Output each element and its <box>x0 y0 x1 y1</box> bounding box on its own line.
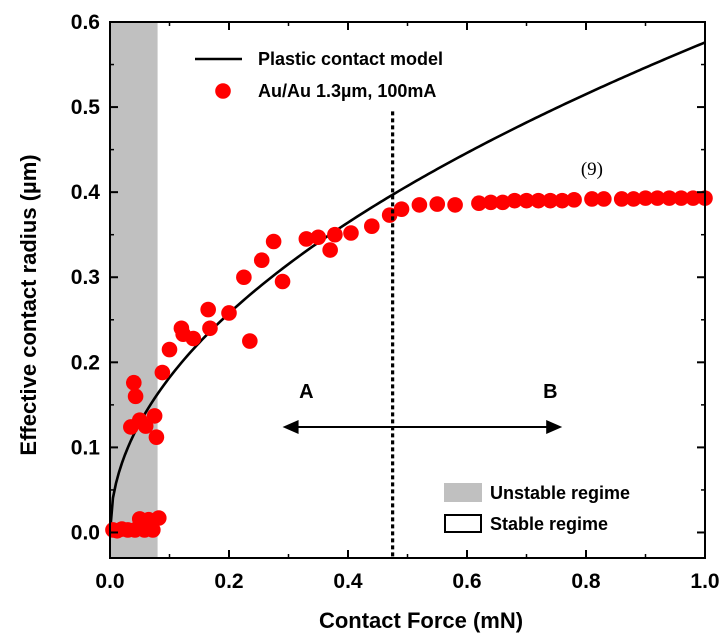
data-point <box>148 429 165 445</box>
x-tick-label: 0.0 <box>95 570 124 593</box>
x-tick-label: 0.6 <box>452 570 481 593</box>
y-tick-label: 0.2 <box>71 351 100 374</box>
data-point <box>649 190 666 206</box>
legend: Plastic contact model Au/Au 1.3µm, 100mA <box>195 49 443 101</box>
data-point <box>154 364 171 381</box>
data-point <box>625 191 642 207</box>
data-point <box>161 341 178 358</box>
y-tick-label: 0.3 <box>71 266 100 289</box>
data-point <box>506 192 523 209</box>
data-point <box>274 273 291 290</box>
annotation-equation-ref: (9) <box>581 159 603 180</box>
axes-layer: 0.0 0.2 0.4 0.6 0.8 1.0 0.0 0.1 0.2 0.3 0.4 0.5 0.6 <box>71 11 720 593</box>
annotation-layer: A B (9) <box>282 111 603 558</box>
legend-label-data: Au/Au 1.3µm, 100mA <box>258 81 436 101</box>
data-point <box>364 218 380 234</box>
points-layer <box>105 190 713 539</box>
annotation-a: A <box>299 381 313 403</box>
data-point <box>447 197 463 213</box>
data-point <box>185 330 202 347</box>
data-point <box>494 194 511 211</box>
data-point <box>327 226 343 243</box>
data-point <box>483 194 499 211</box>
legend-label-model: Plastic contact model <box>258 49 443 69</box>
data-point <box>298 231 315 247</box>
data-point <box>471 195 487 212</box>
data-point <box>673 190 689 206</box>
x-tick-label: 0.2 <box>214 570 243 593</box>
y-tick-label: 0.4 <box>71 181 101 204</box>
arrow-head-left <box>282 419 299 434</box>
data-point <box>150 510 167 526</box>
plot-frame <box>109 21 706 559</box>
data-point <box>429 196 446 212</box>
curve-layer <box>108 41 706 533</box>
data-point <box>393 201 410 217</box>
data-point <box>126 374 142 391</box>
legend-label-unstable: Unstable regime <box>490 483 630 503</box>
legend-point-swatch <box>215 83 231 99</box>
data-point <box>253 252 270 269</box>
data-point <box>221 305 237 321</box>
data-point <box>596 191 612 207</box>
y-tick-label: 0.6 <box>71 11 100 34</box>
data-point <box>137 418 154 434</box>
data-point <box>518 192 535 209</box>
plastic-contact-model-line <box>108 41 706 533</box>
x-tick-label: 0.8 <box>571 570 601 593</box>
data-point <box>613 191 630 207</box>
legend-unstable-swatch <box>444 483 482 502</box>
data-point <box>542 192 559 209</box>
annotation-b: B <box>543 381 557 403</box>
x-tick-label: 1.0 <box>690 570 719 593</box>
data-point <box>265 233 282 250</box>
y-axis-title: Effective contact radius (µm) <box>16 154 41 455</box>
region-legend: Unstable regime Stable regime <box>444 483 630 534</box>
data-point <box>236 269 252 286</box>
data-point <box>127 388 144 405</box>
unstable-regime-band <box>110 22 158 558</box>
regions-layer <box>110 22 158 558</box>
data-point <box>566 192 582 208</box>
data-point <box>661 190 678 206</box>
y-tick-label: 0.1 <box>71 436 101 459</box>
legend-label-stable: Stable regime <box>490 514 608 534</box>
data-point <box>322 242 338 258</box>
data-point <box>145 522 161 538</box>
data-point <box>584 191 600 207</box>
data-point <box>146 408 163 424</box>
data-point <box>200 301 216 318</box>
x-tick-label: 0.4 <box>333 570 363 593</box>
arrow-head-right <box>546 419 563 434</box>
x-axis-title: Contact Force (mN) <box>319 608 523 633</box>
data-point <box>310 229 327 246</box>
data-point <box>554 192 570 209</box>
data-point <box>202 320 218 337</box>
y-tick-label: 0.0 <box>71 521 100 544</box>
data-point <box>343 225 359 241</box>
legend-stable-swatch <box>444 514 482 533</box>
data-point <box>685 190 701 206</box>
data-point <box>530 192 547 209</box>
data-point <box>411 197 428 213</box>
data-point <box>637 190 654 206</box>
y-tick-label: 0.5 <box>71 96 101 119</box>
data-point <box>242 333 258 349</box>
